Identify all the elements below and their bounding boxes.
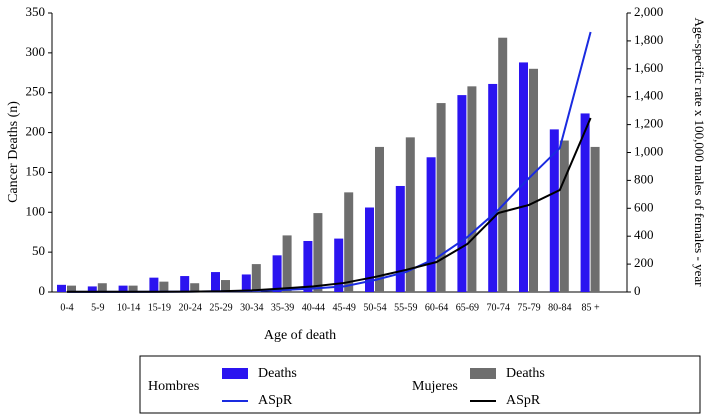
x-tick-label: 40-44 (302, 302, 325, 313)
y-tick-label: 250 (26, 84, 46, 99)
y-tick-label: 50 (32, 243, 45, 258)
legend-swatch (222, 368, 248, 379)
bar (559, 140, 569, 292)
bar (405, 137, 415, 292)
bar (67, 285, 76, 292)
legend-group-label: Mujeres (412, 379, 458, 394)
y-tick-label: 300 (26, 44, 46, 59)
bar (118, 285, 128, 292)
bar (457, 95, 467, 292)
x-tick-label: 10-14 (117, 302, 140, 313)
x-tick-label: 85 + (582, 302, 601, 313)
x-tick-label: 50-54 (363, 302, 386, 313)
bar (334, 238, 344, 292)
bar (241, 274, 251, 292)
bar (467, 86, 477, 292)
bar (272, 255, 282, 292)
bar (97, 283, 107, 292)
legend-group-label: Hombres (148, 379, 199, 394)
y-tick-label: 350 (26, 4, 46, 19)
x-tick-label: 65-69 (456, 302, 479, 313)
y2-tick-label: 2,000 (634, 4, 663, 19)
y2-tick-label: 800 (634, 171, 654, 186)
y2-tick-label: 0 (634, 283, 641, 298)
bar (251, 264, 261, 292)
x-axis-label: Age of death (264, 328, 336, 343)
bar (375, 146, 384, 292)
legend-box (139, 355, 701, 414)
bar (211, 272, 220, 292)
bar (190, 283, 200, 292)
x-tick-label: 0-4 (60, 302, 73, 313)
x-tick-label: 70-74 (487, 302, 510, 313)
bar (498, 37, 508, 293)
y2-tick-label: 600 (634, 199, 654, 214)
legend-swatch (470, 368, 496, 379)
bar (128, 285, 138, 292)
line (67, 117, 592, 293)
y2-tick-label: 1,800 (634, 32, 663, 47)
x-tick-label: 80-84 (548, 302, 571, 313)
bar (221, 280, 230, 292)
legend-label: ASpR (258, 393, 293, 408)
y2-tick-label: 1,200 (634, 116, 663, 131)
y-tick-label: 150 (26, 163, 46, 178)
y-tick-label: 0 (39, 283, 46, 298)
x-tick-label: 75-79 (517, 302, 540, 313)
bar (549, 129, 559, 292)
legend-label: Deaths (506, 366, 545, 381)
y2-tick-label: 1,400 (634, 88, 663, 103)
y2-tick-label: 1,000 (634, 143, 663, 158)
bar (590, 146, 600, 292)
y2-tick-label: 1,600 (634, 60, 663, 75)
bar (57, 284, 66, 292)
x-tick-label: 45-49 (333, 302, 356, 313)
bar (365, 207, 374, 292)
x-tick-label: 20-24 (179, 302, 202, 313)
line (67, 31, 592, 293)
x-tick-label: 5-9 (91, 302, 104, 313)
bar (519, 62, 528, 293)
y-axis-label: Cancer Deaths (n) (6, 101, 21, 203)
y-tick-label: 100 (26, 203, 46, 218)
x-tick-label: 60-64 (425, 302, 448, 313)
x-tick-label: 35-39 (271, 302, 294, 313)
bar (313, 213, 323, 292)
bar (395, 185, 405, 292)
bar (344, 192, 354, 292)
y2-tick-label: 400 (634, 227, 654, 242)
y-tick-label: 200 (26, 124, 46, 139)
x-tick-label: 25-29 (209, 302, 232, 313)
x-tick-label: 15-19 (148, 302, 171, 313)
y2-tick-label: 200 (634, 255, 654, 270)
x-tick-label: 55-59 (394, 302, 417, 313)
bar (87, 286, 97, 292)
bar (159, 281, 169, 292)
bar (426, 157, 436, 292)
x-tick-label: 30-34 (240, 302, 263, 313)
bar (580, 113, 590, 292)
bar (149, 277, 159, 292)
legend-label: Deaths (258, 366, 297, 381)
bar (488, 83, 498, 293)
y2-axis-label: Age-specific rate x 100,000 males of fem… (692, 18, 707, 288)
bar (529, 68, 538, 292)
bar (180, 276, 190, 292)
bar (282, 235, 292, 292)
legend-label: ASpR (506, 393, 541, 408)
bar (436, 103, 446, 292)
bar (303, 240, 313, 292)
